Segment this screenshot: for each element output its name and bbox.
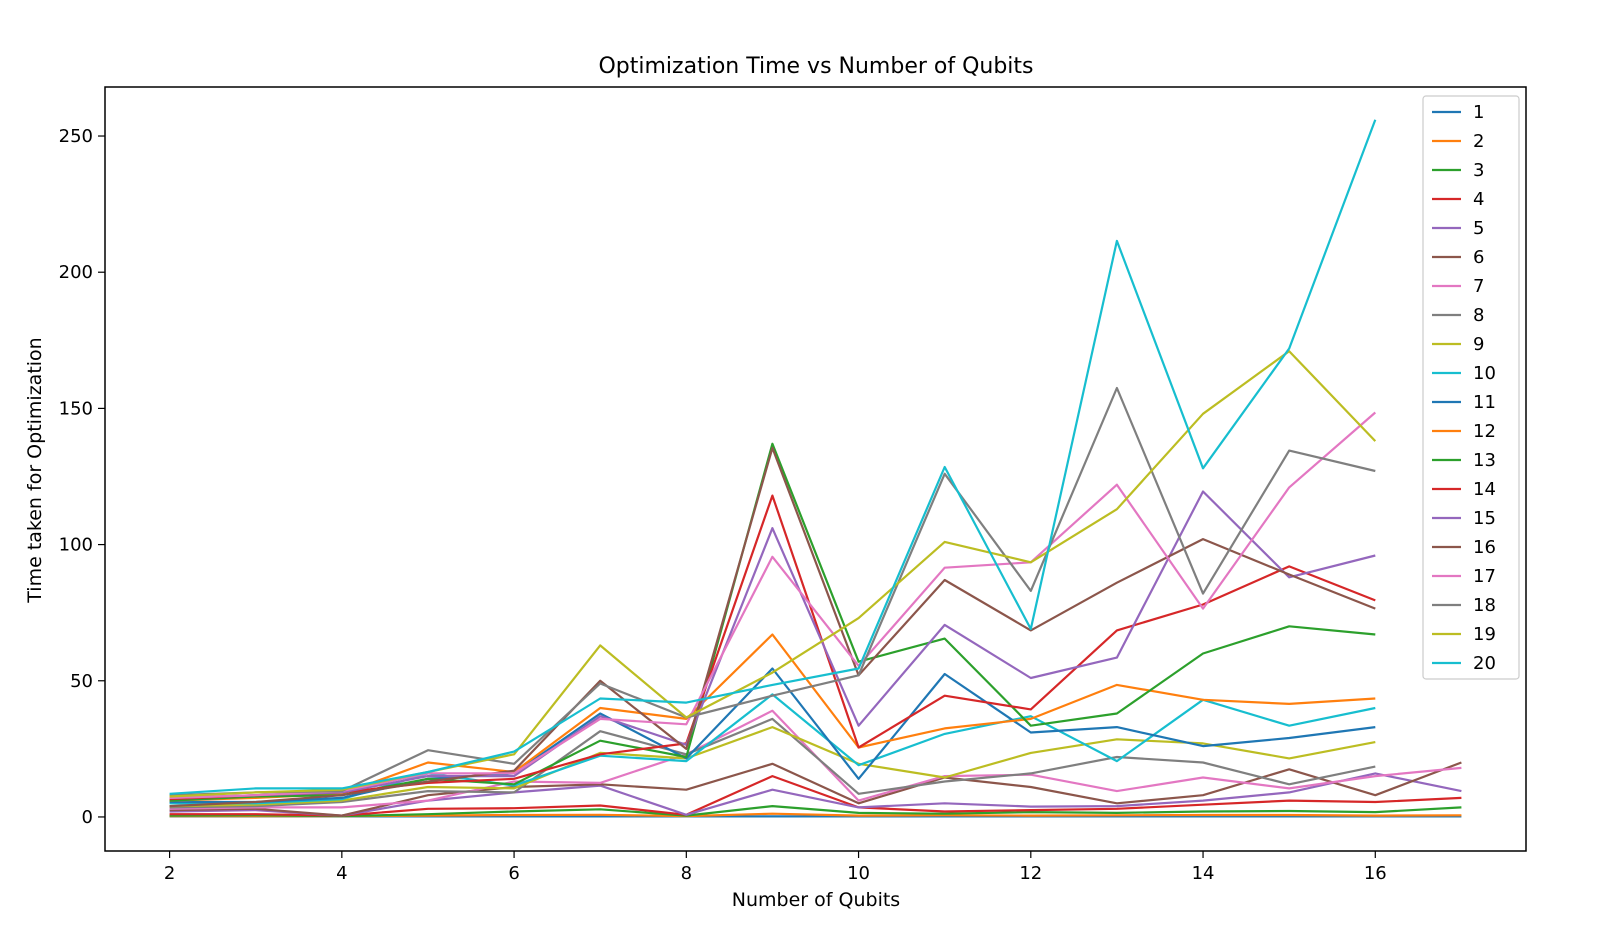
y-tick-label: 150 [59, 398, 93, 419]
series-line-18 [169, 386, 1376, 797]
y-tick-label: 200 [59, 262, 93, 283]
plot-frame [104, 86, 1527, 852]
series-line-8 [169, 717, 1376, 809]
series-line-20 [169, 119, 1377, 795]
legend-label-14: 14 [1473, 479, 1496, 500]
series-line-16 [169, 446, 1376, 808]
x-tick-label: 8 [681, 863, 692, 884]
legend-label-15: 15 [1473, 508, 1496, 529]
y-tick-label: 250 [59, 126, 93, 147]
x-axis-label: Number of Qubits [732, 889, 900, 911]
x-tick-label: 16 [1364, 863, 1387, 884]
series-line-4 [169, 775, 1462, 817]
legend-label-4: 4 [1473, 189, 1484, 210]
legend-box [1422, 95, 1520, 680]
legend-label-19: 19 [1473, 624, 1496, 645]
legend-label-3: 3 [1473, 160, 1484, 181]
series-layer [169, 119, 1462, 818]
legend-label-1: 1 [1473, 102, 1484, 123]
y-axis: 0 50 100 150 200 250 [59, 126, 105, 828]
x-axis: 2 4 6 8 10 12 14 16 [164, 851, 1387, 884]
legend-label-2: 2 [1473, 131, 1484, 152]
legend-label-9: 9 [1473, 334, 1484, 355]
chart-title: Optimization Time vs Number of Qubits [598, 54, 1033, 79]
series-line-17 [169, 411, 1377, 799]
legend-label-13: 13 [1473, 450, 1496, 471]
y-tick-label: 100 [59, 535, 93, 556]
series-line-9 [169, 726, 1376, 808]
legend-label-7: 7 [1473, 276, 1484, 297]
x-tick-label: 4 [336, 863, 347, 884]
legend-label-12: 12 [1473, 421, 1496, 442]
y-tick-label: 50 [70, 671, 93, 692]
legend-label-6: 6 [1473, 247, 1484, 268]
x-tick-label: 6 [508, 863, 519, 884]
series-line-15 [169, 490, 1376, 799]
series-line-14 [169, 494, 1376, 801]
y-axis-label: Time taken for Optimization [24, 337, 46, 603]
x-tick-label: 12 [1019, 863, 1042, 884]
legend-label-17: 17 [1473, 566, 1496, 587]
y-tick-label: 0 [82, 807, 93, 828]
legend-label-20: 20 [1473, 653, 1496, 674]
legend-label-10: 10 [1473, 363, 1496, 384]
x-tick-label: 14 [1192, 863, 1215, 884]
legend-label-16: 16 [1473, 537, 1496, 558]
x-tick-label: 10 [847, 863, 870, 884]
series-line-5 [169, 772, 1462, 817]
legend-label-11: 11 [1473, 392, 1496, 413]
series-line-3 [169, 805, 1462, 818]
legend-label-8: 8 [1473, 305, 1484, 326]
x-tick-label: 2 [164, 863, 175, 884]
legend-label-18: 18 [1473, 595, 1496, 616]
legend-label-5: 5 [1473, 218, 1484, 239]
